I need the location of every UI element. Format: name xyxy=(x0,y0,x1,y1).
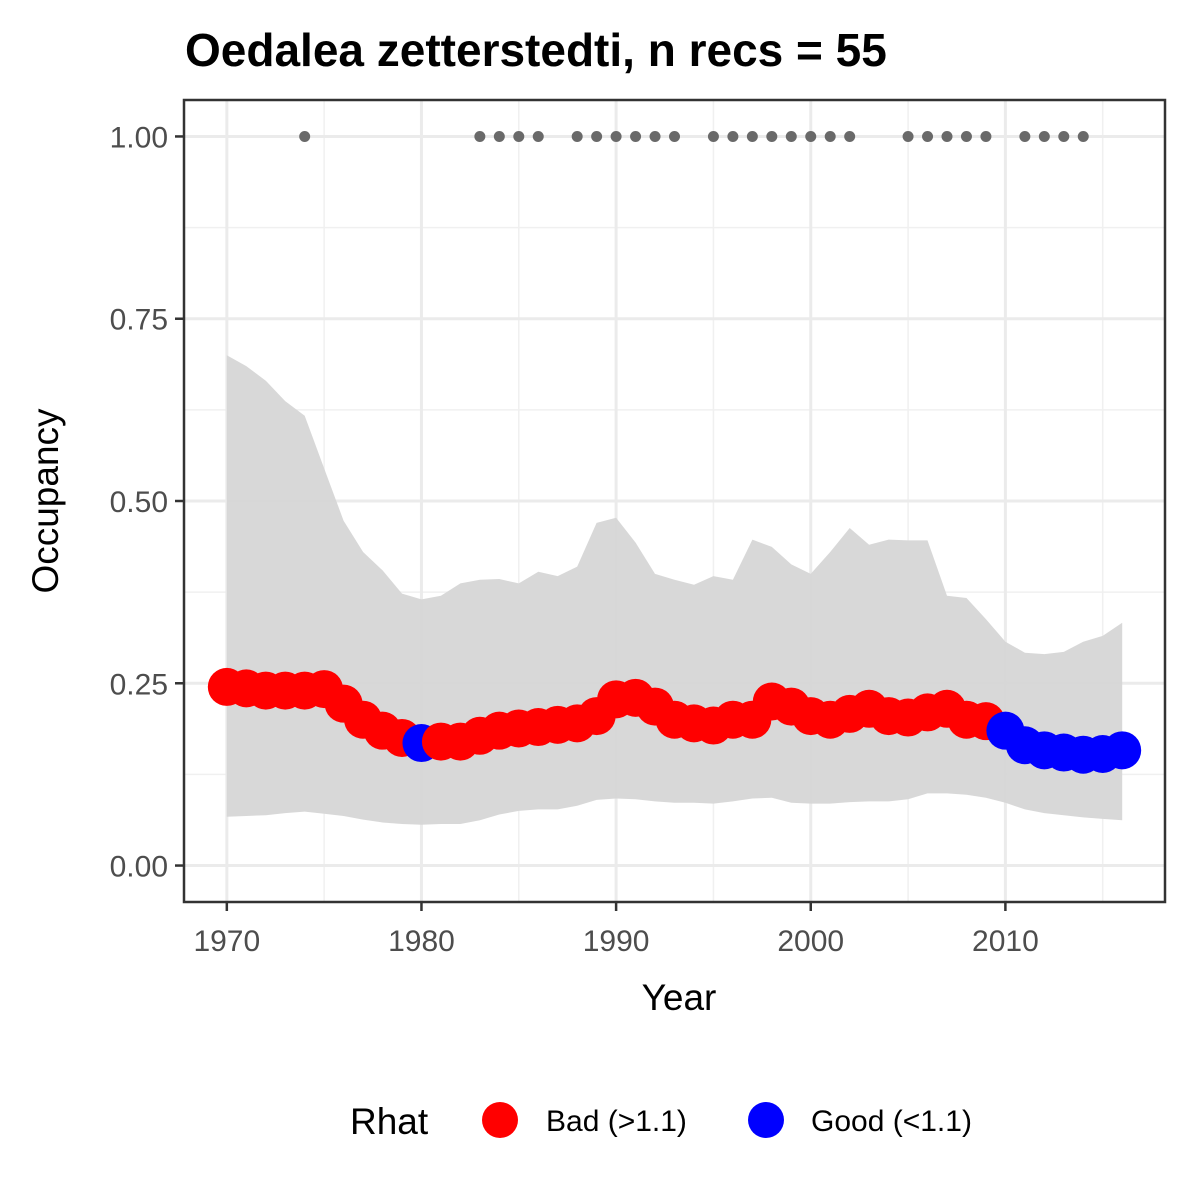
record-point xyxy=(299,130,311,142)
record-point xyxy=(1077,130,1089,142)
record-point xyxy=(746,130,758,142)
y-tick-label: 0.25 xyxy=(110,668,168,701)
record-point xyxy=(513,130,525,142)
record-point xyxy=(941,130,953,142)
legend: Rhat Bad (>1.1) Good (<1.1) xyxy=(350,1101,972,1142)
x-axis-title: Year xyxy=(642,977,717,1018)
record-point xyxy=(571,130,583,142)
record-point xyxy=(669,130,680,142)
record-point xyxy=(805,130,817,142)
y-tick-label: 0.75 xyxy=(110,304,168,337)
y-axis: 0.00 0.25 0.50 0.75 1.00 xyxy=(110,121,184,884)
record-point xyxy=(766,130,778,142)
x-axis: 1970 1980 1990 2000 2010 xyxy=(193,902,1039,958)
record-point xyxy=(649,130,661,142)
legend-key-good xyxy=(748,1102,784,1138)
y-tick-label: 1.00 xyxy=(110,121,168,154)
record-point xyxy=(960,130,972,142)
record-point xyxy=(474,130,486,142)
x-tick-label: 2000 xyxy=(777,925,844,958)
y-tick-label: 0.50 xyxy=(110,486,168,519)
y-axis-title: Occupancy xyxy=(25,408,66,594)
record-point xyxy=(902,130,914,142)
x-tick-label: 2010 xyxy=(972,925,1039,958)
record-point xyxy=(532,130,544,142)
record-point xyxy=(610,130,622,142)
plot-panel xyxy=(182,98,1167,904)
legend-label-good: Good (<1.1) xyxy=(811,1105,972,1138)
occupancy-point xyxy=(1103,731,1142,770)
record-point xyxy=(630,130,642,142)
record-point xyxy=(980,130,992,142)
record-point xyxy=(591,130,603,142)
record-point xyxy=(824,130,836,142)
record-point xyxy=(727,130,739,142)
record-point xyxy=(1019,130,1031,142)
record-point xyxy=(493,130,505,142)
x-tick-label: 1970 xyxy=(193,925,260,958)
legend-title: Rhat xyxy=(350,1101,429,1142)
chart-title: Oedalea zetterstedti, n recs = 55 xyxy=(185,24,887,76)
y-tick-label: 0.00 xyxy=(110,851,168,884)
record-point xyxy=(922,130,934,142)
x-tick-label: 1980 xyxy=(388,925,455,958)
record-point xyxy=(1058,130,1070,142)
legend-key-bad xyxy=(482,1102,518,1138)
legend-label-bad: Bad (>1.1) xyxy=(546,1105,687,1138)
record-point xyxy=(844,130,856,142)
record-point xyxy=(785,130,797,142)
record-point xyxy=(1038,130,1050,142)
record-point xyxy=(707,130,719,142)
x-tick-label: 1990 xyxy=(583,925,650,958)
